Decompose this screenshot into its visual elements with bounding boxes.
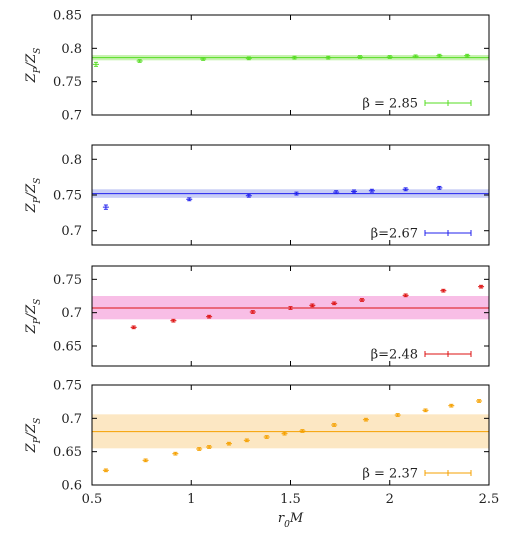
data-point [362, 417, 369, 422]
y-tick-label: 0.65 [53, 445, 82, 460]
data-point [243, 438, 250, 443]
data-point [394, 413, 401, 417]
y-tick-label: 0.7 [61, 224, 82, 239]
y-tick-label: 0.75 [53, 75, 82, 90]
y-tick-label: 0.75 [53, 273, 82, 288]
data-point [102, 468, 109, 473]
data-point [325, 55, 332, 60]
y-tick-label: 0.7 [61, 109, 82, 124]
data-point [170, 318, 177, 323]
y-tick-label: 0.75 [53, 379, 82, 394]
data-point [422, 408, 429, 413]
data-point [172, 451, 179, 456]
data-point [299, 429, 306, 433]
panel-3: 0.65 0.7 0.75 ZP/ZS β=2.48 [24, 265, 490, 367]
y-axis-label: ZP/ZS [24, 48, 43, 84]
y-axis-label: ZP/ZS [24, 418, 43, 454]
legend-label: β=2.67 [371, 227, 418, 242]
data-point [436, 185, 443, 190]
data-point [476, 399, 483, 403]
data-point [245, 56, 252, 61]
data-point [402, 293, 409, 298]
data-point [331, 423, 338, 427]
data-point [102, 204, 109, 210]
data-point [309, 303, 316, 308]
data-point [331, 301, 338, 306]
y-tick-label: 0.85 [53, 9, 82, 24]
y-tick-label: 0.8 [61, 153, 82, 168]
x-tick-label: 1.5 [280, 492, 301, 507]
data-point [412, 54, 419, 59]
data-point [206, 445, 213, 449]
data-point [142, 458, 149, 463]
data-point [464, 53, 471, 58]
data-point [136, 59, 143, 63]
data-point [448, 403, 455, 408]
legend-label: β = 2.85 [362, 97, 418, 112]
data-point [245, 193, 252, 198]
data-point [206, 314, 213, 319]
x-tick-label: 0.5 [82, 492, 103, 507]
x-tick-label: 1 [187, 492, 195, 507]
data-point [351, 189, 358, 194]
y-tick-label: 0.7 [61, 412, 82, 427]
data-point [402, 187, 409, 192]
y-axis-label: ZP/ZS [24, 178, 43, 214]
data-point [368, 188, 375, 193]
data-point [333, 190, 340, 195]
y-tick-label: 0.65 [53, 340, 82, 355]
data-point [196, 447, 203, 451]
data-point [130, 325, 137, 330]
data-point [478, 284, 485, 289]
y-tick-label: 0.8 [61, 42, 82, 57]
data-point [263, 435, 270, 439]
x-axis-label: r0M [278, 511, 304, 530]
y-tick-label: 0.7 [61, 306, 82, 321]
data-point [281, 431, 288, 436]
plot-frame [91, 14, 490, 116]
data-point [225, 441, 232, 446]
data-point [386, 55, 393, 59]
data-point [436, 53, 443, 58]
panel-1: 0.7 0.75 0.8 0.85 ZP/ZS β = 2.85 [24, 9, 490, 124]
data-point [92, 61, 99, 67]
data-point [356, 55, 363, 59]
y-tick-label: 0.75 [53, 189, 82, 204]
data-point [291, 55, 298, 60]
legend-label: β = 2.37 [362, 467, 418, 482]
panel-2: 0.7 0.75 0.8 ZP/ZS β=2.67 [24, 144, 490, 246]
data-point [186, 197, 193, 202]
data-point [358, 298, 365, 302]
x-tick-label: 2 [386, 492, 394, 507]
data-point [440, 288, 447, 293]
data-point [249, 310, 256, 314]
y-tick-label: 0.6 [61, 479, 82, 494]
data-point [287, 306, 294, 310]
legend-label: β=2.48 [371, 348, 418, 363]
panel-4: 0.6 0.65 0.7 0.75 0.5 1 1.5 2 2.5 ZP/ZS β = 2.37 [24, 379, 499, 508]
x-tick-label: 2.5 [479, 492, 500, 507]
y-axis-label: ZP/ZS [24, 299, 43, 335]
data-point [293, 191, 300, 196]
data-point [200, 57, 207, 61]
